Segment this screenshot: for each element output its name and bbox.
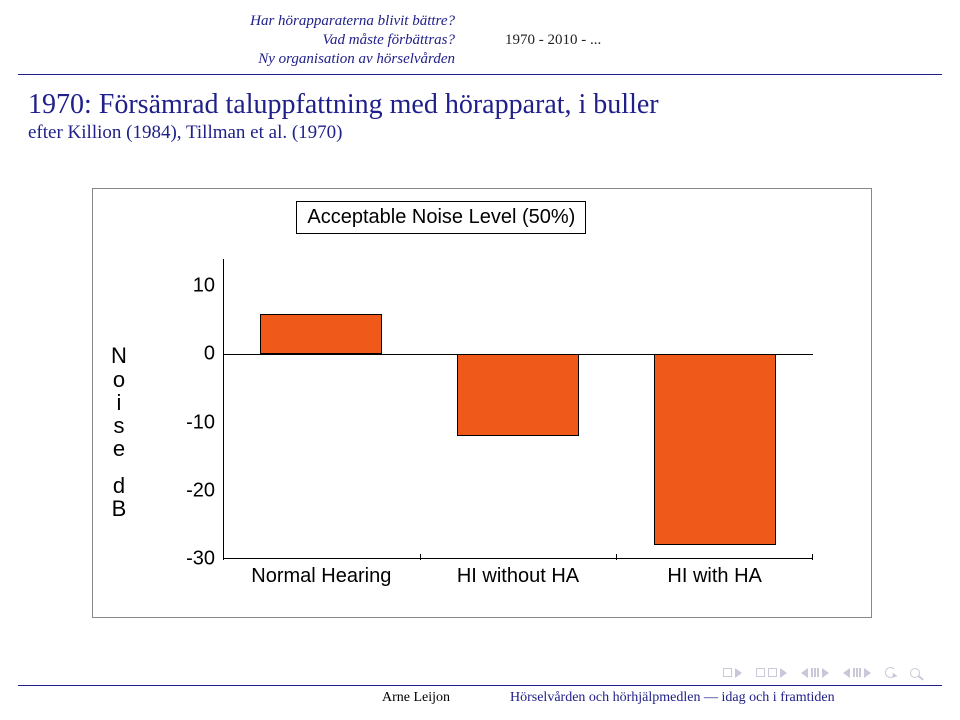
bar [457, 354, 579, 436]
slide-root: Har hörapparaterna blivit bättre? Vad må… [0, 0, 960, 720]
y-tick-label: -10 [186, 411, 215, 434]
header-topic-1: Har hörapparaterna blivit bättre? [250, 12, 455, 31]
slide-subtitle: efter Killion (1984), Tillman et al. (19… [28, 122, 932, 144]
title-block: 1970: Försämrad taluppfattning med hörap… [28, 88, 932, 144]
slide-header: Har hörapparaterna blivit bättre? Vad må… [0, 12, 960, 78]
plot-area: 100-10-20-30Normal HearingHI without HAH… [223, 259, 813, 559]
nav-frame-group[interactable] [756, 668, 787, 678]
nav-next-bars-icon [853, 668, 861, 677]
x-axis-line [223, 558, 813, 559]
chart-inner: Acceptable Noise Level (50%) NoisedB 100… [103, 199, 861, 607]
nav-back-arrow-icon [735, 668, 742, 678]
header-left-block: Har hörapparaterna blivit bättre? Vad må… [250, 12, 455, 68]
x-tick [616, 554, 617, 560]
slide-title: 1970: Försämrad taluppfattning med hörap… [28, 88, 932, 122]
nav-frame-arrow-icon [780, 668, 787, 678]
x-tick [420, 554, 421, 560]
x-category-label: Normal Hearing [251, 565, 391, 588]
footer: Arne Leijon Hörselvården och hörhjälpmed… [0, 690, 960, 710]
nav-back-group[interactable] [723, 668, 742, 678]
y-tick-label: -30 [186, 548, 215, 571]
footer-author: Arne Leijon [382, 690, 450, 706]
x-tick [223, 554, 224, 560]
nav-undo-icon[interactable] [885, 667, 896, 678]
nav-prev-group[interactable] [801, 668, 829, 678]
nav-prev-r-icon [822, 668, 829, 678]
bar [260, 314, 382, 355]
nav-search-icon[interactable] [910, 668, 920, 678]
footer-rule [18, 685, 942, 686]
header-topic-3: Ny organisation av hörselvården [250, 50, 455, 69]
nav-frame2-icon [768, 668, 777, 677]
y-tick-label: 0 [204, 343, 215, 366]
chart-title: Acceptable Noise Level (50%) [307, 206, 575, 228]
nav-back-frame-icon [723, 668, 732, 677]
chart-frame: Acceptable Noise Level (50%) NoisedB 100… [92, 188, 872, 618]
header-section-label: 1970 - 2010 - ... [505, 32, 601, 49]
bar [654, 354, 776, 545]
header-topic-2: Vad måste förbättras? [250, 31, 455, 50]
x-category-label: HI without HA [457, 565, 579, 588]
header-rule [18, 74, 942, 75]
nav-prev-l-icon [801, 668, 808, 678]
x-category-label: HI with HA [667, 565, 761, 588]
footer-title: Hörselvården och hörhjälpmedlen — idag o… [510, 690, 835, 706]
y-axis-line [223, 259, 224, 559]
chart-title-box: Acceptable Noise Level (50%) [296, 201, 586, 234]
y-tick-label: -20 [186, 479, 215, 502]
nav-next-l-icon [843, 668, 850, 678]
y-axis-label: NoisedB [111, 344, 127, 520]
nav-next-group[interactable] [843, 668, 871, 678]
nav-frame-icon [756, 668, 765, 677]
nav-next-r-icon [864, 668, 871, 678]
x-tick [812, 554, 813, 560]
nav-icon-row [723, 667, 920, 678]
y-tick-label: 10 [193, 275, 215, 298]
nav-prev-bars-icon [811, 668, 819, 677]
